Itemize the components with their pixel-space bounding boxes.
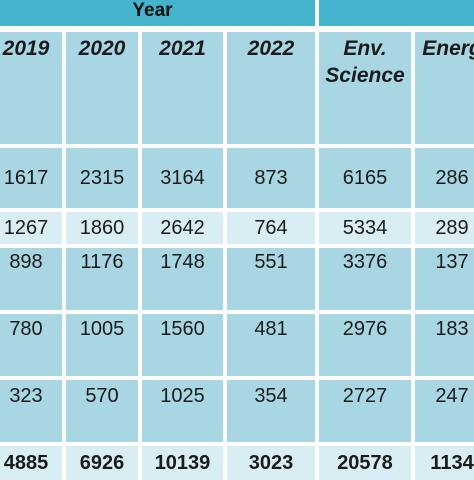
column-header-env-science: Env. Science bbox=[319, 32, 411, 144]
table-cell: 1860 bbox=[66, 212, 138, 244]
table-cell: 137 bbox=[415, 248, 474, 310]
total-cell: 10139 bbox=[142, 446, 223, 480]
total-cell: 1134 bbox=[415, 446, 474, 480]
column-header-2022: 2022 bbox=[227, 32, 315, 144]
table-cell: 898 bbox=[0, 248, 62, 310]
column-header-2020: 2020 bbox=[66, 32, 138, 144]
table-cell: 286 bbox=[415, 148, 474, 208]
table-cell: 5334 bbox=[319, 212, 411, 244]
table-cell: 481 bbox=[227, 314, 315, 376]
table-cell: 1176 bbox=[66, 248, 138, 310]
table-cell: 289 bbox=[415, 212, 474, 244]
total-cell: 6926 bbox=[66, 446, 138, 480]
table-cell: 2727 bbox=[319, 380, 411, 442]
table-cell: 570 bbox=[66, 380, 138, 442]
table-cell: 3376 bbox=[319, 248, 411, 310]
table-cell: 1267 bbox=[0, 212, 62, 244]
total-cell: 3023 bbox=[227, 446, 315, 480]
table-cell: 2315 bbox=[66, 148, 138, 208]
table-cell: 2642 bbox=[142, 212, 223, 244]
table-cell: 183 bbox=[415, 314, 474, 376]
table-cell: 1005 bbox=[66, 314, 138, 376]
column-header-2019: 2019 bbox=[0, 32, 62, 144]
table-cell: 354 bbox=[227, 380, 315, 442]
table-cell: 323 bbox=[0, 380, 62, 442]
table-cell: 6165 bbox=[319, 148, 411, 208]
column-header-energy: Energ bbox=[415, 32, 474, 144]
table-cell: 873 bbox=[227, 148, 315, 208]
table-cell: 1560 bbox=[142, 314, 223, 376]
table-cell: 247 bbox=[415, 380, 474, 442]
table-cell: 780 bbox=[0, 314, 62, 376]
column-header-2021: 2021 bbox=[142, 32, 223, 144]
total-cell: 4885 bbox=[0, 446, 62, 480]
table-cell: 551 bbox=[227, 248, 315, 310]
table-cell: 1748 bbox=[142, 248, 223, 310]
table-cell: 2976 bbox=[319, 314, 411, 376]
table-cell: 3164 bbox=[142, 148, 223, 208]
table-cell: 764 bbox=[227, 212, 315, 244]
year-group-header: Year bbox=[0, 0, 315, 26]
total-cell: 20578 bbox=[319, 446, 411, 480]
category-group-header bbox=[319, 0, 474, 26]
table-cell: 1617 bbox=[0, 148, 62, 208]
table-cell: 1025 bbox=[142, 380, 223, 442]
